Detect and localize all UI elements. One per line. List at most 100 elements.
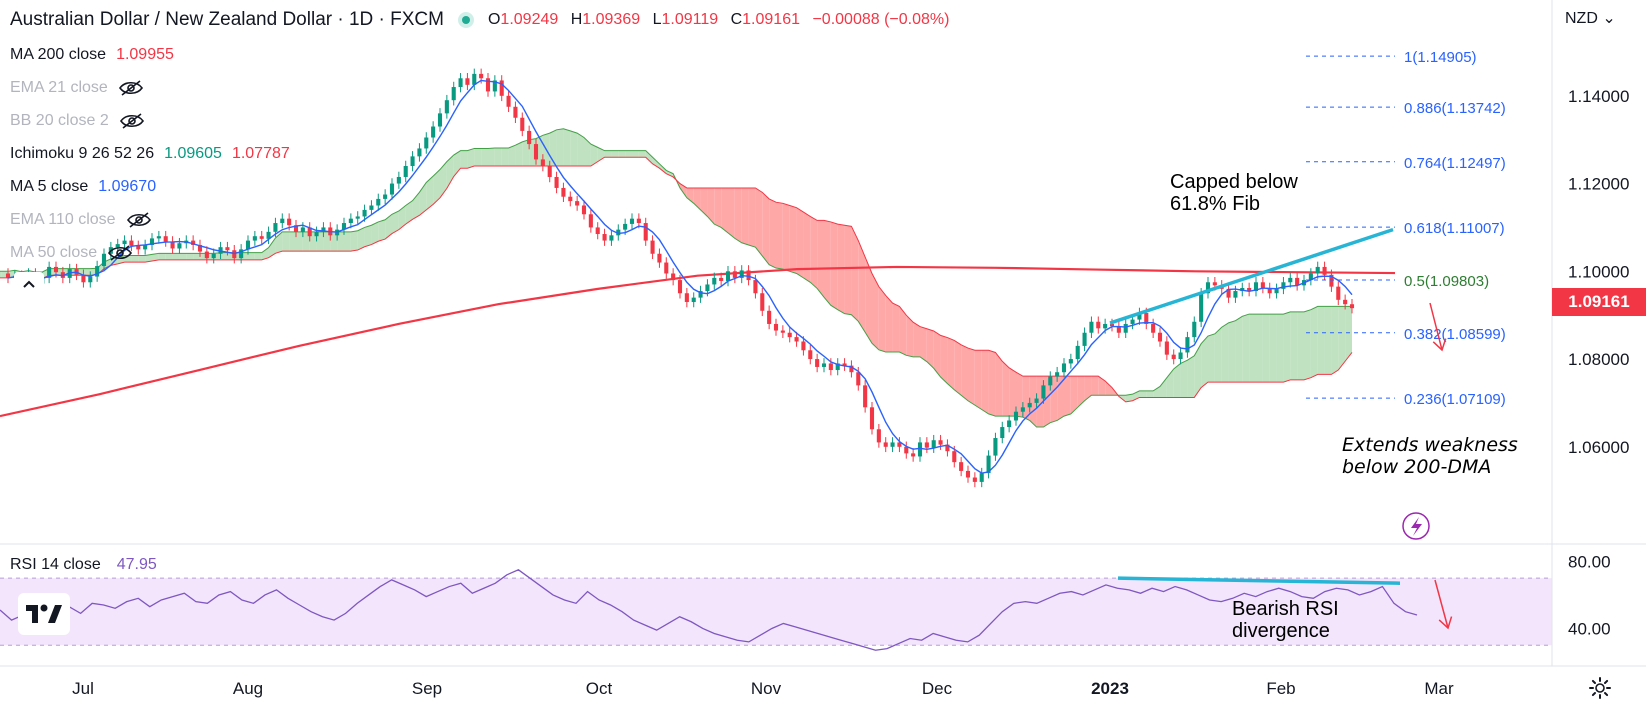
candle-body: [1096, 321, 1101, 329]
candle-body: [431, 126, 436, 138]
ichimoku-cloud-segment: [1331, 306, 1339, 375]
settings-gear-icon[interactable]: [1588, 676, 1612, 700]
candle-body: [636, 218, 641, 224]
candle-body: [794, 337, 799, 342]
collapse-legend-button[interactable]: [14, 272, 44, 296]
candle-body: [965, 470, 971, 478]
candle-body: [856, 372, 861, 386]
ichimoku-cloud-segment: [186, 253, 194, 260]
candle-body: [287, 218, 292, 226]
candle-body: [1247, 287, 1252, 292]
candle-body: [280, 218, 285, 224]
hidden-eye-icon[interactable]: [126, 211, 152, 229]
ichimoku-cloud-segment: [1022, 376, 1030, 421]
indicator-value: 1.09670: [98, 178, 157, 195]
ichimoku-cloud-segment: [1235, 316, 1243, 383]
candle-body: [472, 73, 477, 85]
legend-row-3[interactable]: Ichimoku 9 26 52 26 1.09605 1.07787: [10, 137, 290, 170]
indicator-name: MA 50 close: [10, 244, 98, 261]
candle-body: [773, 323, 779, 331]
ichimoku-cloud-segment: [618, 150, 626, 158]
ichimoku-cloud-segment: [769, 198, 776, 269]
candle-body: [81, 274, 86, 283]
ichimoku-cloud-segment: [1105, 380, 1112, 396]
ichimoku-cloud-segment: [165, 253, 173, 260]
candle-body: [1322, 266, 1327, 275]
ichimoku-cloud-segment: [824, 220, 831, 306]
hidden-eye-icon[interactable]: [107, 244, 133, 262]
candle-body: [149, 238, 155, 245]
candle-body: [1226, 288, 1231, 298]
ichimoku-cloud-segment: [261, 247, 269, 260]
candle-body: [767, 310, 772, 324]
ichimoku-cloud-segment: [556, 128, 564, 167]
legend-row-0[interactable]: MA 200 close 1.09955: [10, 38, 290, 71]
ichimoku-span-a: [0, 128, 1352, 428]
time-tick-label: Oct: [586, 679, 613, 698]
legend-row-1[interactable]: EMA 21 close: [10, 71, 290, 104]
candle-body: [1027, 402, 1032, 408]
currency-selector[interactable]: NZD ⌄: [1565, 10, 1616, 27]
ichimoku-cloud-segment: [405, 200, 413, 225]
candle-body: [753, 280, 758, 294]
ichimoku-cloud-segment: [179, 253, 187, 260]
ichimoku-cloud-segment: [584, 137, 591, 167]
chevron-up-icon: [23, 280, 35, 288]
candle-body: [986, 455, 991, 474]
legend-row-6[interactable]: MA 50 close: [10, 236, 290, 269]
ichimoku-cloud-segment: [481, 148, 488, 167]
ichimoku-cloud-segment: [474, 148, 482, 167]
legend-row-5[interactable]: EMA 110 close: [10, 203, 290, 236]
ichimoku-cloud-segment: [995, 352, 1003, 417]
ichimoku-cloud-segment: [0, 271, 2, 278]
hidden-eye-icon[interactable]: [118, 79, 144, 97]
candle-body: [904, 446, 909, 454]
ichimoku-cloud-segment: [638, 150, 646, 158]
ichimoku-cloud-segment: [933, 330, 941, 378]
candle-body: [568, 196, 573, 202]
ichimoku-cloud-segment: [968, 348, 975, 406]
candle-body: [828, 363, 833, 371]
ichimoku-cloud-segment: [1139, 390, 1147, 398]
ichimoku-cloud-segment: [508, 145, 516, 167]
candle-body: [1349, 304, 1355, 309]
ichimoku-cloud-segment: [940, 335, 948, 384]
symbol-title[interactable]: Australian Dollar / New Zealand Dollar ·…: [10, 9, 444, 30]
fib-level-label: 1(1.14905): [1404, 49, 1477, 66]
candle-body: [1089, 321, 1094, 333]
candle-body: [293, 225, 299, 232]
ichimoku-cloud-segment: [1304, 309, 1311, 380]
fib-level-label: 0.886(1.13742): [1404, 100, 1506, 117]
ichimoku-cloud-segment: [625, 150, 632, 158]
candle-body: [938, 440, 943, 445]
candle-body: [341, 223, 347, 230]
ichimoku-cloud-segment: [748, 187, 756, 248]
candle-body: [101, 253, 107, 267]
tradingview-logo[interactable]: [18, 593, 70, 635]
candle-body: [760, 293, 765, 311]
ichimoku-cloud-segment: [172, 253, 180, 260]
ichimoku-cloud-segment: [1050, 376, 1058, 423]
ichimoku-cloud-segment: [590, 144, 598, 167]
ichimoku-cloud-segment: [1091, 376, 1099, 396]
ichimoku-cloud-segment: [1029, 376, 1037, 428]
candle-body: [369, 205, 374, 210]
hidden-eye-icon[interactable]: [119, 112, 145, 130]
candle-body: [156, 236, 161, 239]
candle-body: [1199, 293, 1204, 322]
ohlc-values: O1.09249 H1.09369 L1.09119 C1.09161 −0.0…: [487, 11, 950, 28]
ichimoku-cloud-segment: [398, 205, 406, 230]
legend-row-2[interactable]: BB 20 close 2: [10, 104, 290, 137]
ichimoku-cloud-segment: [899, 306, 907, 356]
ichimoku-cloud-segment: [844, 225, 852, 315]
candle-body: [314, 231, 319, 237]
ma200-line: [0, 265, 1396, 418]
legend-row-4[interactable]: MA 5 close 1.09670: [10, 170, 290, 203]
candle-body: [225, 247, 230, 251]
annotation-extends: Extends weakness below 200-DMA: [1342, 434, 1518, 478]
price-down-arrow-head: [1432, 338, 1447, 352]
ichimoku-cloud-segment: [570, 130, 578, 167]
candle-body: [1295, 277, 1300, 286]
ichimoku-cloud-segment: [782, 203, 790, 272]
